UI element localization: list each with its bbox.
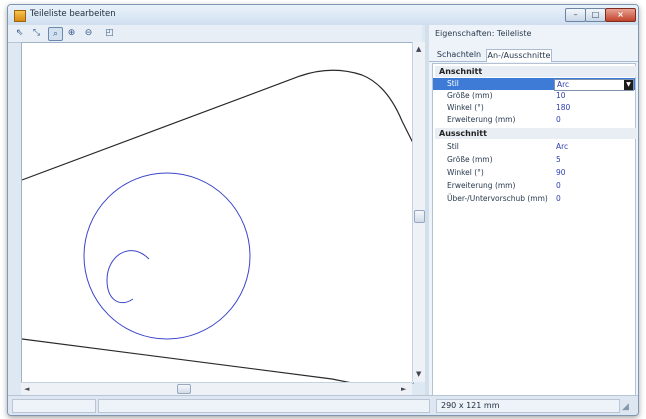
select-multi-icon[interactable]: ⤡	[32, 28, 41, 38]
property-name: Über-/Untervorschub (mm)	[447, 194, 548, 203]
property-value[interactable]: 180	[556, 103, 571, 112]
property-value[interactable]: Arc	[556, 142, 569, 151]
maximize-button[interactable]: □	[585, 8, 606, 22]
scroll-right-icon[interactable]: ►	[401, 385, 407, 393]
scroll-left-icon[interactable]: ◄	[24, 385, 30, 393]
status-pane-size	[436, 399, 620, 413]
close-icon: ×	[617, 10, 624, 19]
vertical-scrollbar[interactable]: ▲ ▼	[412, 42, 426, 382]
property-name: Größe (mm)	[447, 155, 493, 164]
dropdown-arrow-icon[interactable]: ▼	[624, 80, 633, 90]
zoom-in-icon[interactable]: ⊕	[67, 28, 76, 38]
property-name: Stil	[447, 142, 459, 151]
app-icon	[14, 10, 26, 22]
property-row-erweiterung[interactable]: Erweiterung (mm) 0	[433, 114, 635, 126]
property-row-erweiterung[interactable]: Erweiterung (mm) 0	[433, 180, 635, 192]
property-value[interactable]: 90	[556, 168, 566, 177]
property-name: Erweiterung (mm)	[447, 115, 516, 124]
property-value: Arc	[557, 80, 570, 89]
minimize-button[interactable]: –	[565, 8, 586, 22]
tab-schachteln[interactable]: Schachteln	[436, 50, 482, 59]
part-outline-top	[22, 69, 413, 181]
scroll-up-icon[interactable]: ▲	[416, 45, 422, 53]
select-arrow-icon[interactable]: ⇖	[15, 28, 24, 38]
property-value[interactable]: 0	[556, 181, 561, 190]
property-grid: Anschnitt Stil Arc ▼ Größe (mm) 10 Winke…	[432, 63, 637, 397]
lead-in-arc	[106, 250, 150, 304]
property-name: Winkel (°)	[447, 103, 484, 112]
vertical-scroll-thumb[interactable]	[414, 210, 425, 223]
section-ausschnitt[interactable]: Ausschnitt	[435, 128, 637, 139]
style-dropdown[interactable]: Arc ▼	[554, 79, 634, 91]
status-pane	[12, 399, 96, 413]
section-anschnitt[interactable]: Anschnitt	[435, 66, 637, 77]
part-hole	[83, 172, 251, 340]
property-value[interactable]: 0	[556, 115, 561, 124]
tab-an-ausschnitte[interactable]: An-/Ausschnitte	[486, 49, 552, 62]
drawing-canvas[interactable]	[21, 42, 414, 384]
zoom-fit-icon[interactable]: ⌕	[48, 27, 63, 41]
scroll-down-icon[interactable]: ▼	[416, 370, 422, 378]
properties-title: Eigenschaften: Teileliste	[435, 29, 532, 38]
property-name: Größe (mm)	[447, 91, 493, 100]
resize-grip-icon[interactable]: ◢	[622, 402, 629, 412]
properties-tabs: Schachteln An-/Ausschnitte	[429, 47, 638, 62]
property-name: Erweiterung (mm)	[447, 181, 516, 190]
editor-window: Teileliste bearbeiten – □ × ⇖ ⤡ ⌕ ⊕ ⊖ ◰ …	[7, 4, 639, 416]
part-drawing	[22, 69, 413, 383]
property-row-groesse[interactable]: Größe (mm) 5	[433, 154, 635, 166]
property-row-winkel[interactable]: Winkel (°) 90	[433, 167, 635, 179]
zoom-out-icon[interactable]: ⊖	[84, 28, 93, 38]
property-value[interactable]: 5	[556, 155, 561, 164]
property-row-stil[interactable]: Stil Arc	[433, 141, 635, 153]
title-bar[interactable]: Teileliste bearbeiten – □ ×	[8, 5, 638, 25]
status-pane	[98, 399, 430, 413]
property-row-vorschub[interactable]: Über-/Untervorschub (mm) 0	[433, 193, 635, 205]
property-value[interactable]: 10	[556, 91, 566, 100]
part-outline-bottom	[22, 338, 353, 383]
maximize-icon: □	[591, 10, 600, 19]
property-row-stil[interactable]: Stil Arc ▼	[433, 78, 635, 91]
horizontal-scrollbar[interactable]: ◄ ►	[21, 382, 412, 395]
property-name: Winkel (°)	[447, 168, 484, 177]
export-icon[interactable]: ◰	[105, 28, 114, 38]
horizontal-scroll-thumb[interactable]	[177, 384, 191, 394]
minimize-icon: –	[573, 10, 578, 19]
window-title: Teileliste bearbeiten	[30, 9, 116, 19]
property-row-groesse[interactable]: Größe (mm) 10	[433, 90, 635, 102]
property-value[interactable]: 0	[556, 194, 561, 203]
property-row-winkel[interactable]: Winkel (°) 180	[433, 102, 635, 114]
toolbar: ⇖ ⤡ ⌕ ⊕ ⊖ ◰	[8, 25, 422, 43]
close-button[interactable]: ×	[605, 8, 636, 22]
status-size-label: 290 x 121 mm	[441, 401, 500, 410]
property-name: Stil	[447, 79, 459, 88]
status-bar: 290 x 121 mm ◢	[8, 395, 638, 415]
splitter[interactable]	[425, 25, 429, 395]
properties-panel: Eigenschaften: Teileliste Schachteln An-…	[429, 25, 638, 397]
